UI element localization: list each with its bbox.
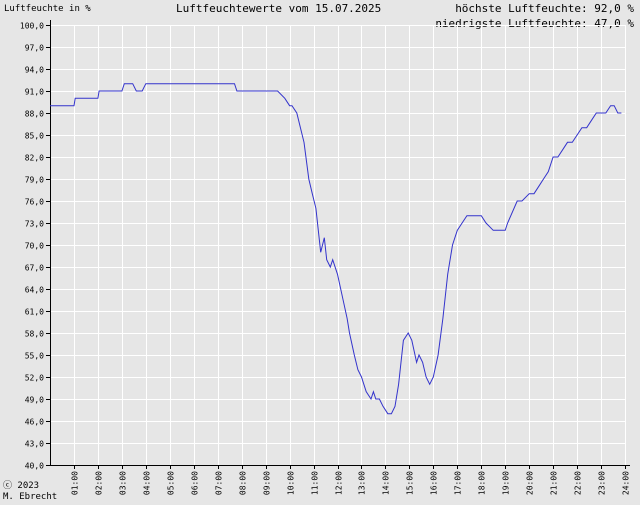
y-tick-label: 64,0 [25, 286, 44, 295]
x-tick-label: 18:00 [478, 471, 487, 495]
axes [46, 20, 630, 469]
humidity-series-line [50, 83, 622, 415]
y-tick-label: 79,0 [25, 176, 44, 185]
x-tick-label: 15:00 [406, 471, 415, 495]
y-tick-label: 40,0 [25, 462, 44, 471]
x-tick-label: 02:00 [95, 471, 104, 495]
y-tick-label: 88,0 [25, 110, 44, 119]
x-tick-label: 23:00 [598, 471, 607, 495]
x-tick-label: 08:00 [239, 471, 248, 495]
min-humidity-text: niedrigste Luftfeuchte: 47,0 % [435, 17, 634, 30]
chart-title: Luftfeuchtewerte vom 15.07.2025 [176, 2, 382, 15]
x-tick-label: 20:00 [526, 471, 535, 495]
y-tick-label: 100,0 [20, 22, 44, 31]
x-tick-label: 24:00 [622, 471, 631, 495]
y-tick-label: 67,0 [25, 264, 44, 273]
y-tick-label: 70,0 [25, 242, 44, 251]
series-layer [50, 83, 622, 415]
x-tick-label: 13:00 [358, 471, 367, 495]
copyright-author: M. Ebrecht [3, 492, 58, 502]
y-tick-label: 55,0 [25, 352, 44, 361]
x-tick-labels: 01:00 02:00 03:00 04:00 05:00 06:00 07:00 08:00… [71, 471, 631, 495]
y-axis-label: Luftfeuchte in % [4, 4, 91, 14]
y-tick-label: 91,0 [25, 88, 44, 97]
y-tick-label: 46,0 [25, 418, 44, 427]
y-tick-labels: 100,0 97,0 94,0 91,0 88,0 85,0 82,0 79,0 76,0 73,… [20, 22, 44, 471]
x-tick-label: 17:00 [454, 471, 463, 495]
x-tick-label: 16:00 [430, 471, 439, 495]
x-tick-label: 12:00 [335, 471, 344, 495]
y-tick-label: 49,0 [25, 396, 44, 405]
x-tick-label: 11:00 [311, 471, 320, 495]
x-tick-label: 09:00 [263, 471, 272, 495]
x-tick-label: 07:00 [215, 471, 224, 495]
grid-lines [50, 25, 626, 466]
y-tick-label: 61,0 [25, 308, 44, 317]
y-tick-label: 58,0 [25, 330, 44, 339]
x-tick-label: 21:00 [550, 471, 559, 495]
x-tick-label: 04:00 [143, 471, 152, 495]
x-tick-label: 06:00 [191, 471, 200, 495]
y-tick-label: 52,0 [25, 374, 44, 383]
max-humidity-text: höchste Luftfeuchte: 92,0 % [455, 2, 634, 15]
x-tick-label: 10:00 [287, 471, 296, 495]
y-tick-label: 82,0 [25, 154, 44, 163]
y-tick-label: 94,0 [25, 66, 44, 75]
y-tick-label: 73,0 [25, 220, 44, 229]
copyright-year: ⓒ 2023 [3, 481, 40, 491]
x-tick-label: 05:00 [167, 471, 176, 495]
x-tick-label: 14:00 [382, 471, 391, 495]
y-tick-label: 43,0 [25, 440, 44, 449]
copyright: ⓒ 2023 M. Ebrecht [3, 481, 57, 503]
y-tick-label: 85,0 [25, 132, 44, 141]
x-tick-label: 19:00 [502, 471, 511, 495]
x-tick-label: 01:00 [71, 471, 80, 495]
y-tick-label: 97,0 [25, 44, 44, 53]
y-tick-label: 76,0 [25, 198, 44, 207]
x-tick-label: 22:00 [574, 471, 583, 495]
x-tick-label: 03:00 [119, 471, 128, 495]
